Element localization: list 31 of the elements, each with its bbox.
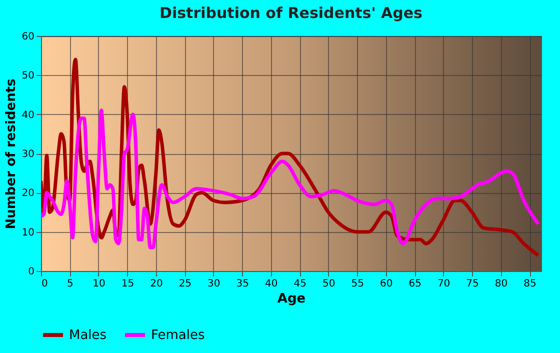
y-axis-title: Number of residents <box>4 78 19 230</box>
x-tick-label: 45 <box>294 278 306 290</box>
x-axis-title: Age <box>277 292 306 306</box>
x-tick-label: 80 <box>494 278 508 290</box>
x-tick-label: 35 <box>236 278 250 290</box>
y-tick-label: 30 <box>22 149 34 160</box>
x-tick-label: 50 <box>322 278 336 290</box>
y-tick-label: 50 <box>22 70 34 82</box>
x-tick-label: 25 <box>178 278 192 290</box>
x-tick-label: 30 <box>208 278 220 290</box>
y-tick-label: 0 <box>28 266 34 278</box>
y-tick-label: 40 <box>22 110 34 121</box>
x-tick-label: 10 <box>92 278 106 290</box>
y-tick-label: 60 <box>22 32 34 42</box>
line-series <box>41 108 540 250</box>
x-tick-label: 5 <box>67 278 74 290</box>
chart-title: Distribution of Residents' Ages <box>160 4 423 22</box>
x-tick-label: 75 <box>466 278 479 290</box>
y-tick-label: 10 <box>22 227 34 238</box>
legend-label: Males <box>69 328 107 343</box>
x-tick-label: 70 <box>437 278 450 290</box>
legend-label: Females <box>151 328 206 343</box>
y-tick-label: 20 <box>22 188 34 200</box>
x-tick-label: 55 <box>351 278 364 290</box>
x-tick-label: 85 <box>524 278 536 290</box>
x-tick-label: 65 <box>408 278 422 290</box>
x-tick-label: 0 <box>42 278 48 290</box>
x-tick-label: 20 <box>150 278 163 290</box>
x-tick-label: 40 <box>265 278 278 290</box>
x-tick-label: 15 <box>121 278 134 290</box>
x-tick-label: 60 <box>380 278 393 290</box>
